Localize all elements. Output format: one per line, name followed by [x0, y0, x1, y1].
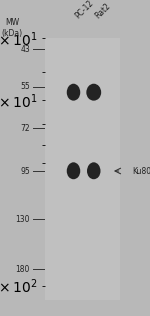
- Text: 95: 95: [20, 167, 30, 175]
- Text: 72: 72: [20, 124, 30, 133]
- Ellipse shape: [86, 84, 101, 101]
- Ellipse shape: [87, 162, 101, 179]
- Text: 180: 180: [16, 265, 30, 274]
- Text: (kDa): (kDa): [2, 29, 22, 38]
- Text: 43: 43: [20, 45, 30, 53]
- Text: 55: 55: [20, 82, 30, 91]
- Text: PC-12: PC-12: [74, 0, 96, 21]
- Text: Rat2: Rat2: [94, 2, 113, 21]
- Text: MW: MW: [5, 18, 19, 27]
- Text: Ku80: Ku80: [132, 167, 150, 175]
- Ellipse shape: [67, 162, 80, 179]
- Text: 130: 130: [15, 215, 30, 224]
- Ellipse shape: [67, 84, 80, 101]
